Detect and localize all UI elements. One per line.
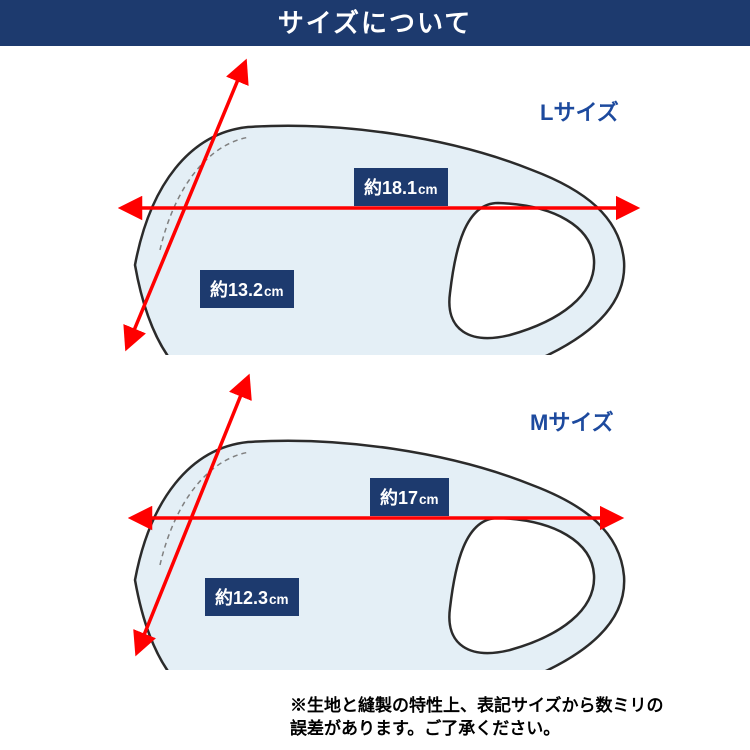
size-label-L: Lサイズ: [540, 95, 619, 127]
dim-width-L: 約18.1cm: [354, 168, 448, 206]
header-title: サイズについて: [278, 8, 472, 38]
footnote-line1: ※生地と縫製の特性上、表記サイズから数ミリの: [290, 696, 664, 715]
footnote: ※生地と縫製の特性上、表記サイズから数ミリの 誤差があります。ご了承ください。: [290, 695, 664, 741]
mask-diagram-M: [0, 370, 750, 670]
dim-height-M: 約12.3cm: [205, 578, 299, 616]
dim-width-M: 約17cm: [370, 478, 449, 516]
size-label-M: Mサイズ: [530, 405, 614, 437]
footnote-line2: 誤差があります。ご了承ください。: [290, 719, 560, 738]
header-bar: サイズについて: [0, 0, 750, 46]
dim-height-L: 約13.2cm: [200, 270, 294, 308]
mask-svg: [0, 370, 750, 670]
